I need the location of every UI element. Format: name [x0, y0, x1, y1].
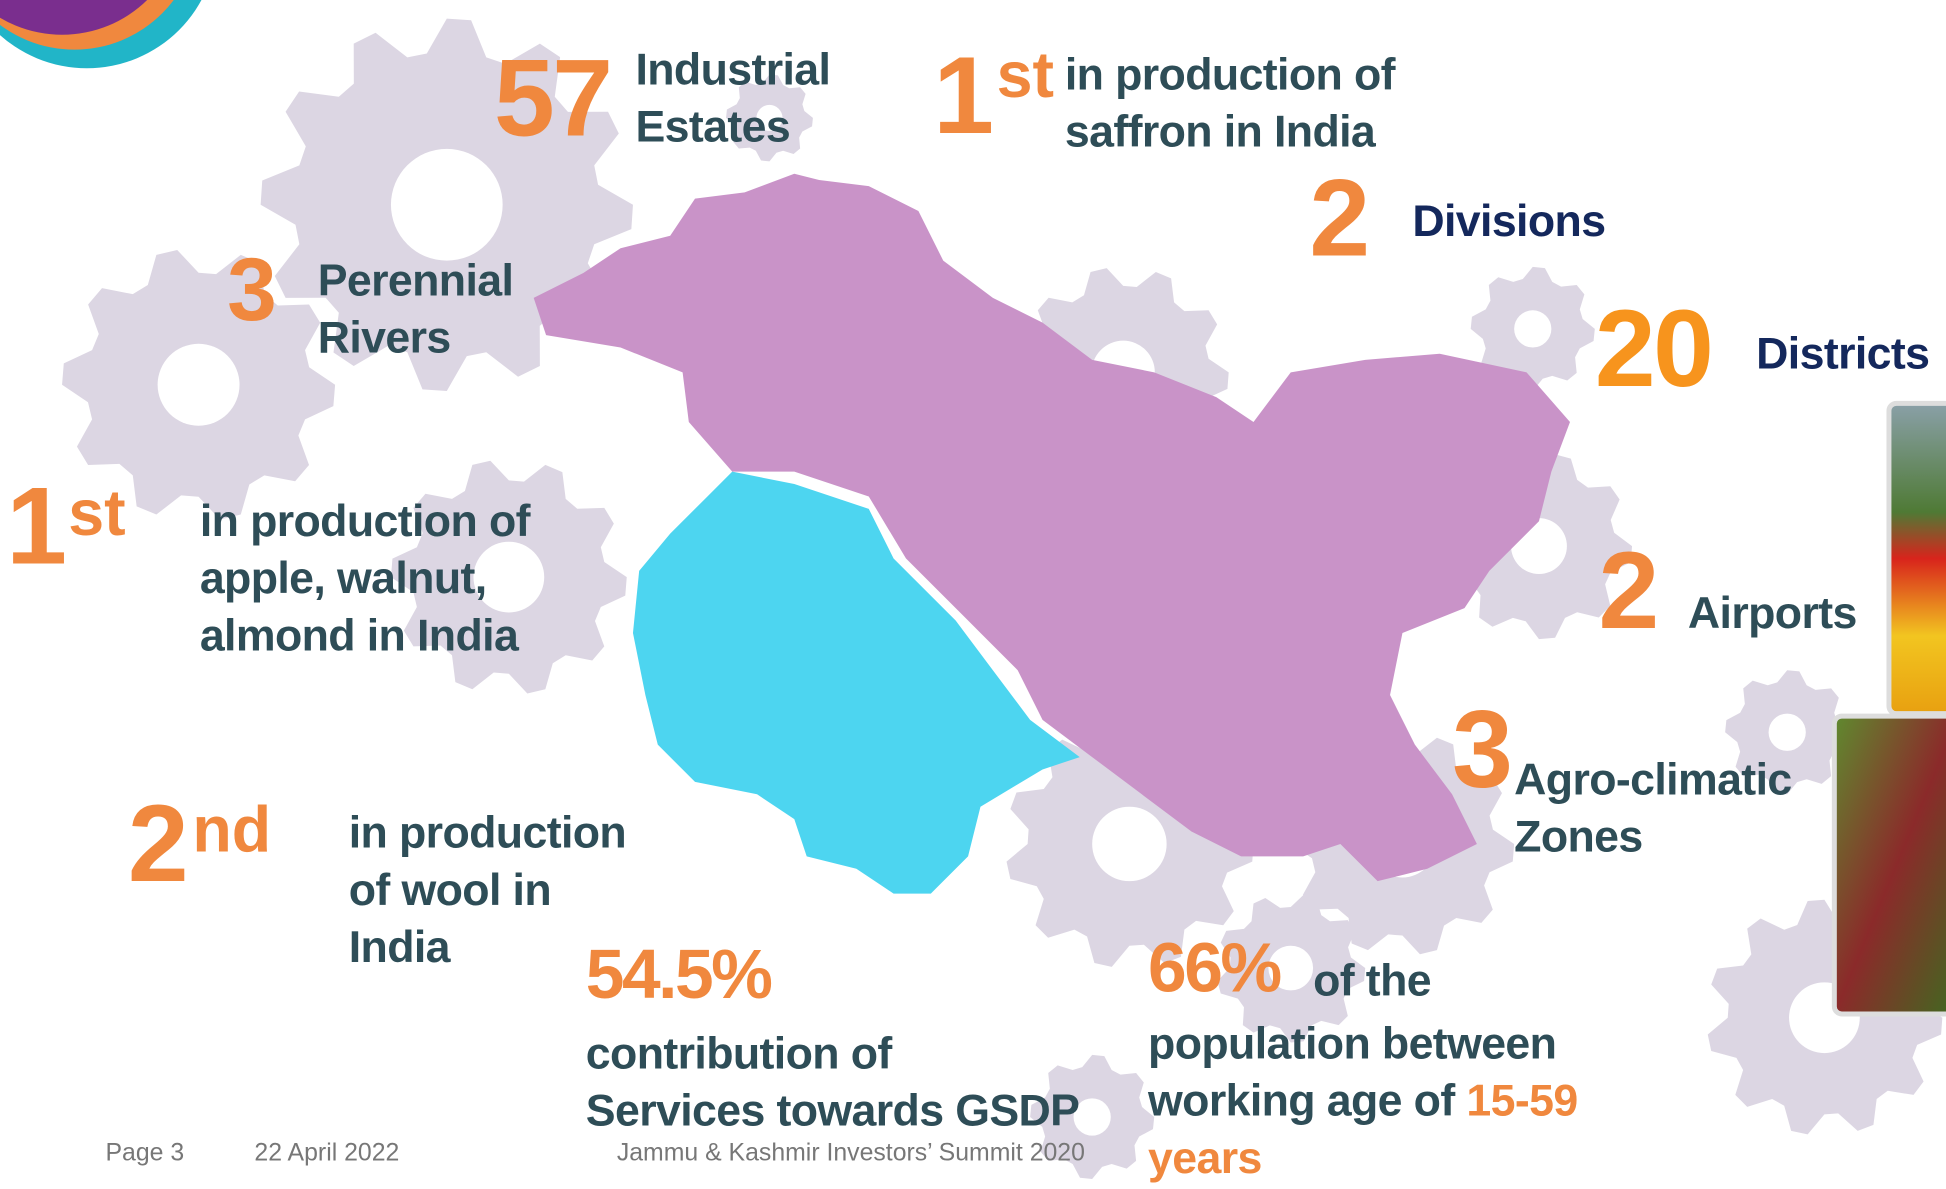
fact-line: Perennial [317, 254, 514, 306]
fact-line: India [348, 920, 451, 972]
fact-line: of the [1313, 954, 1432, 1006]
fact-line: Zones [1514, 810, 1643, 862]
fact-line: Industrial [635, 43, 831, 95]
fact-number: 1 [6, 464, 67, 588]
fact-number: 20 [1594, 286, 1714, 410]
fact-text: Agro-climatic Zones [1514, 751, 1792, 865]
fact-line: Agro-climatic [1514, 753, 1792, 805]
fact-suffix: nd [192, 794, 272, 867]
fact-text: Industrial Estates [635, 41, 831, 155]
gear-hole [157, 343, 240, 426]
gear-hole [1268, 945, 1314, 991]
map-kashmir [533, 173, 1570, 882]
fact-number: 54.5% [585, 934, 773, 1013]
fact-highlight: years [1148, 1131, 1262, 1183]
fact-highlight: 15-59 [1466, 1074, 1578, 1126]
event: Jammu & Kashmir Investors’ Summit 2020 [616, 1139, 1085, 1167]
fact-suffix: st [996, 39, 1055, 112]
logo [0, 0, 148, 35]
fact-line: Districts [1756, 327, 1930, 379]
fact-line-wrap: working age of 15-59 [1148, 1072, 1578, 1129]
fact-line: Rivers [317, 311, 452, 363]
fact-text: Divisions [1412, 192, 1606, 249]
fact-line: almond in India [199, 609, 519, 661]
gear-hole [1768, 713, 1806, 751]
fact-number: 3 [1452, 687, 1513, 811]
fact-line: in production of [199, 495, 531, 547]
fact-line: Services towards GSDP [585, 1084, 1080, 1136]
fact-text: in production of saffron in India [1064, 46, 1396, 160]
gear-hole [756, 104, 783, 131]
fact-line: of wool in [348, 863, 552, 915]
fact-number: 1 [933, 33, 994, 157]
fact-text: Perennial Rivers [318, 252, 514, 366]
fact-text: Airports [1688, 585, 1857, 642]
fact-number: 57 [493, 35, 613, 159]
fact-text: Districts [1756, 325, 1930, 382]
fact-line: in production of [1064, 48, 1396, 100]
fact-number: 2 [127, 781, 189, 905]
fact-line: in production [348, 806, 627, 858]
fact-line: population between [1148, 1017, 1557, 1069]
fact-number: 2 [1309, 156, 1370, 280]
gear-hole [1514, 310, 1552, 348]
fact-line: contribution of [585, 1027, 892, 1079]
fact-line: saffron in India [1064, 105, 1376, 157]
fact-line: Estates [635, 100, 791, 152]
gear-hole [473, 541, 545, 613]
fact-number: 2 [1598, 528, 1660, 652]
photo-tulips [1886, 400, 1946, 717]
page-number: Page 3 [105, 1139, 185, 1167]
fact-line: Divisions [1412, 194, 1606, 246]
fact-line: Airports [1687, 587, 1857, 638]
fact-text: contribution of Services towards GSDP [586, 1025, 1080, 1139]
gear-hole [1092, 806, 1167, 882]
fact-suffix: st [68, 477, 126, 550]
fact-text: of the population between working age of 1… [1148, 954, 1578, 1186]
photo-apples [1831, 713, 1946, 1017]
fact-number: 3 [227, 240, 277, 341]
fact-line: working age of [1148, 1074, 1455, 1126]
fact-line: apple, walnut, [199, 552, 487, 604]
map-jammu [632, 471, 1080, 894]
fact-number: 66% [1148, 928, 1282, 1007]
gear-hole [1073, 1098, 1111, 1136]
date: 22 April 2022 [254, 1139, 400, 1167]
gear-hole [390, 148, 503, 261]
fact-text: in production of wool in India [348, 804, 627, 975]
fact-text: in production of apple, walnut, almond in … [199, 493, 531, 664]
